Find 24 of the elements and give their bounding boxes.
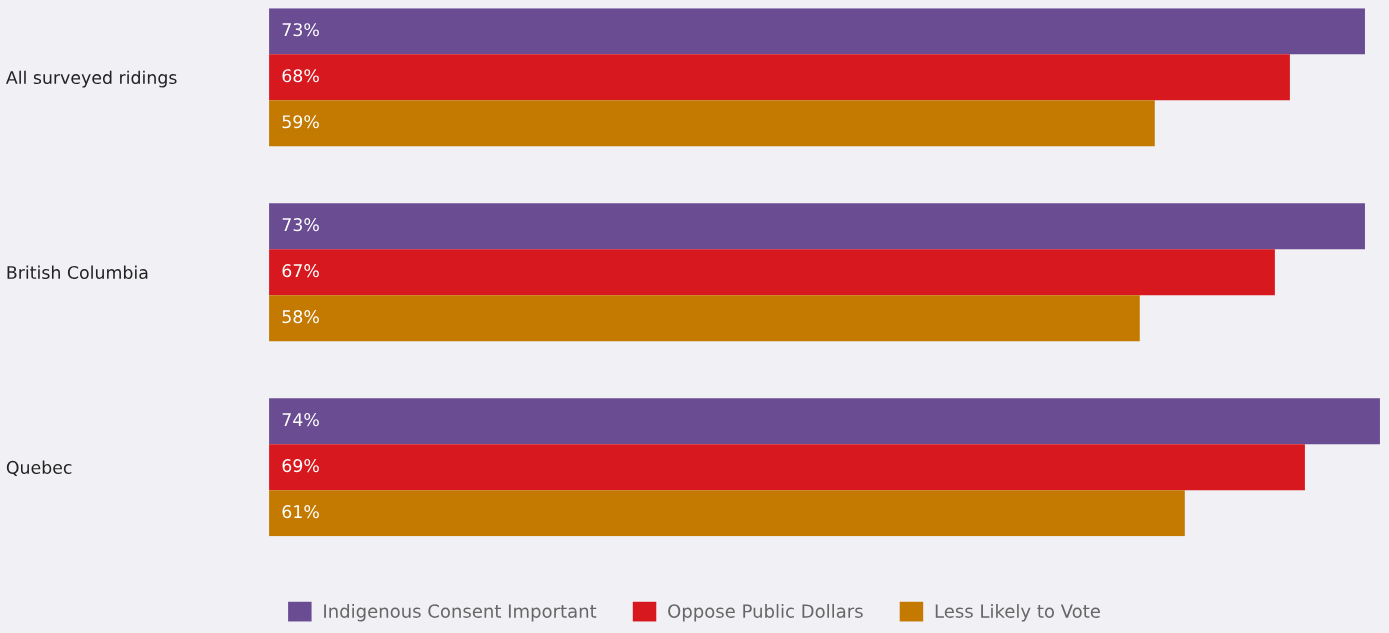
data-label: 74% <box>282 413 319 427</box>
bar <box>269 8 1365 55</box>
bar <box>269 490 1185 537</box>
bar <box>269 54 1290 101</box>
data-label: 59% <box>282 115 319 129</box>
data-label: 73% <box>282 218 319 232</box>
data-label: 67% <box>282 264 319 278</box>
data-label: 58% <box>282 310 319 324</box>
data-label: 69% <box>282 459 319 473</box>
y-tick-label: Quebec <box>6 460 72 476</box>
legend-label: Less Likely to Vote <box>935 603 1100 622</box>
bar <box>269 444 1305 491</box>
y-tick-label: All surveyed ridings <box>5 70 177 88</box>
y-tick-label: British Columbia <box>7 265 148 280</box>
bar <box>269 100 1155 147</box>
bar <box>269 203 1365 250</box>
bar <box>269 398 1380 445</box>
bar <box>269 249 1275 296</box>
legend-label: Indigenous Consent Important <box>324 603 597 622</box>
legend-label: Oppose Public Dollars <box>668 603 863 622</box>
data-label: 61% <box>282 505 319 519</box>
data-label: 73% <box>282 23 319 37</box>
data-label: 68% <box>282 69 319 83</box>
bar <box>269 295 1140 342</box>
